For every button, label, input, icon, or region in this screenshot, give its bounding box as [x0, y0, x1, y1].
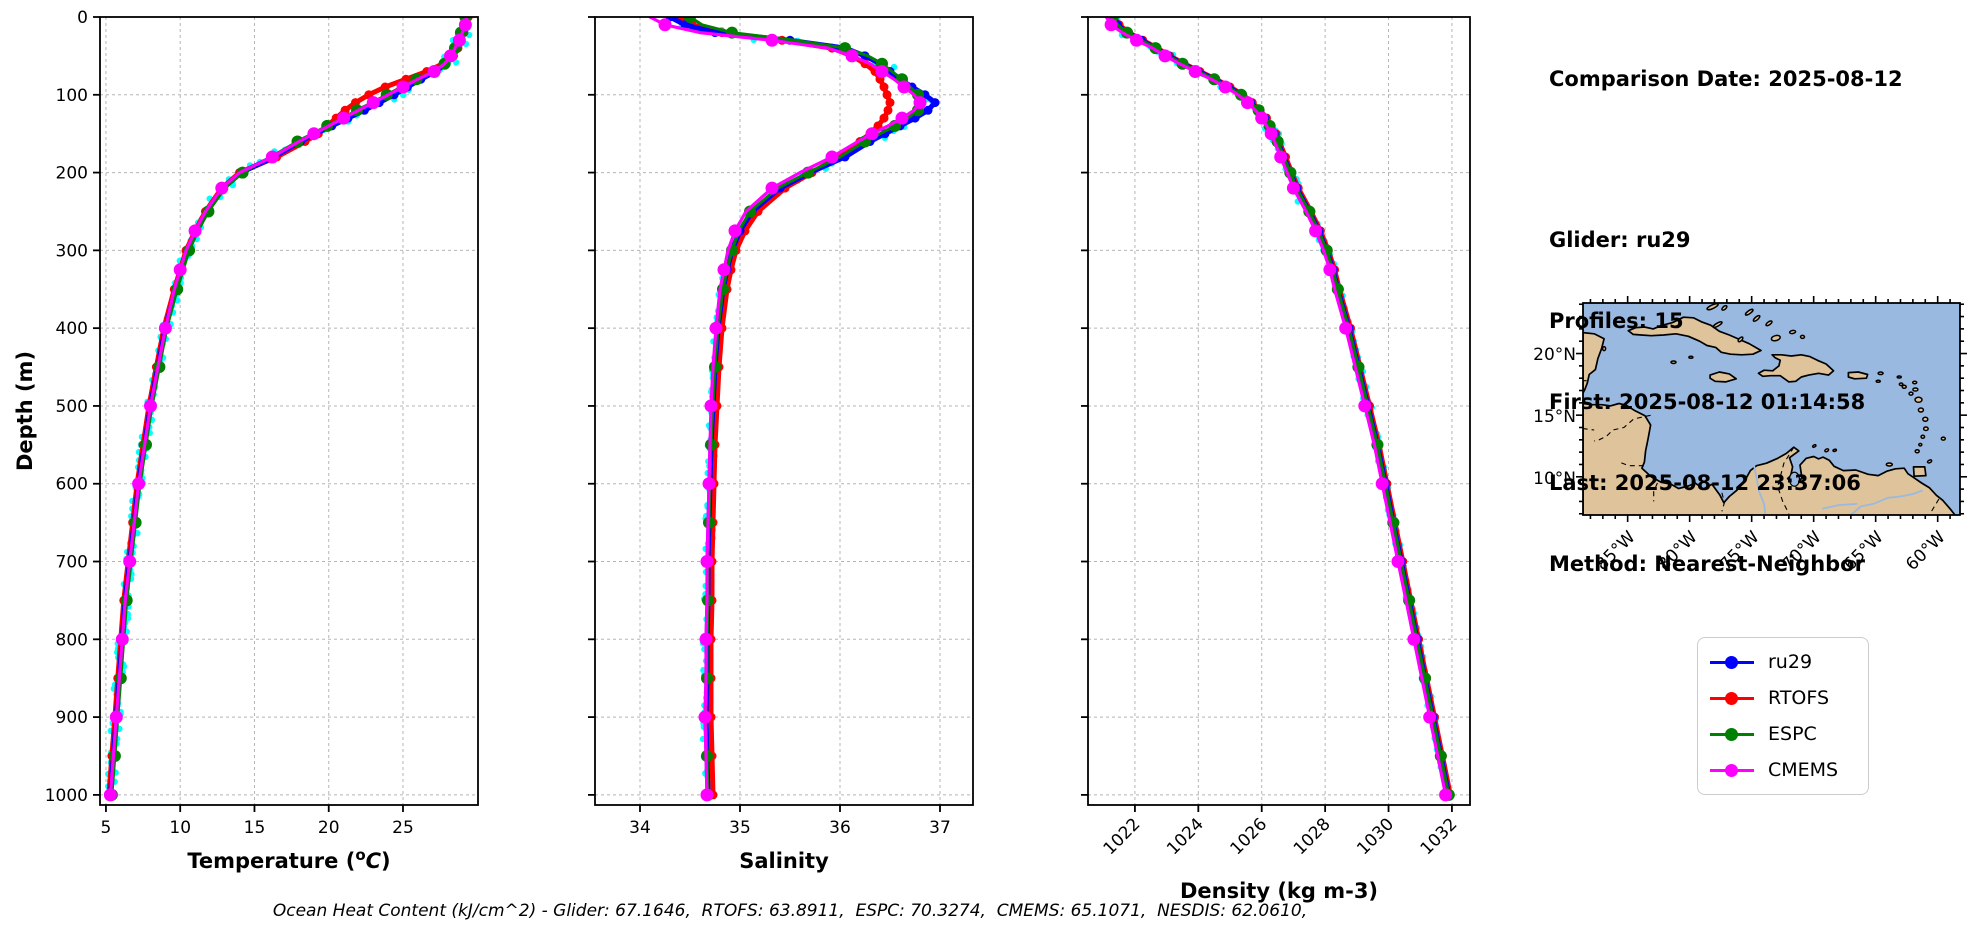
glider-name-text: Glider: ru29 — [1549, 228, 1691, 252]
svg-text:1032: 1032 — [1417, 814, 1462, 859]
map-lat-label: 10°N — [1533, 469, 1576, 489]
profiles-count-text: Profiles: 15 — [1549, 309, 1684, 333]
salinity-ticks — [588, 16, 941, 812]
ohc-annotation: Ocean Heat Content (kJ/cm^2) - Glider: 6… — [272, 901, 1308, 921]
svg-text:36: 36 — [829, 818, 851, 838]
svg-text:37: 37 — [929, 818, 951, 838]
map-land — [1583, 316, 1957, 515]
first-profile-time-text: First: 2025-08-12 01:14:58 — [1549, 390, 1866, 414]
svg-text:34: 34 — [629, 818, 651, 838]
salinity-axes-frame — [594, 16, 974, 806]
density-tick-labels: 1022 1024 1026 1028 1030 1032 — [1100, 814, 1462, 859]
series-CMEMS — [1104, 17, 1453, 802]
series-CMEMS — [648, 17, 927, 802]
depth-axis-label: Depth (m) — [13, 351, 37, 471]
location-map: 20°N 15°N 10°N 85°W 80°W 75°W 70°W 65°W … — [1533, 296, 1967, 575]
series-CMEMS — [103, 17, 472, 802]
temperature-ticks — [93, 16, 404, 812]
salinity-grid — [595, 16, 973, 805]
legend-label: ESPC — [1768, 723, 1817, 745]
salinity-tick-labels: 34 35 36 37 — [629, 818, 951, 838]
temperature-panel: 5 10 15 20 25 0 100 200 300 400 500 600 700 800 900 100… — [45, 8, 479, 873]
svg-text:300: 300 — [56, 241, 88, 261]
svg-text:25: 25 — [392, 818, 414, 838]
last-profile-time-text: Last: 2025-08-12 23:37:06 — [1549, 471, 1861, 495]
svg-text:1022: 1022 — [1100, 814, 1145, 859]
info-panel: Comparison Date: 2025-08-12 Glider: ru29… — [1549, 12, 1903, 632]
glider-scatter — [105, 17, 473, 796]
density-axes-frame — [1087, 16, 1471, 806]
map-lat-label: 15°N — [1533, 407, 1576, 427]
salinity-axis-label: Salinity — [739, 849, 829, 873]
svg-text:1026: 1026 — [1226, 814, 1271, 859]
temperature-grid — [100, 16, 478, 805]
legend-label: CMEMS — [1768, 759, 1839, 781]
svg-text:700: 700 — [56, 553, 88, 573]
svg-text:900: 900 — [56, 708, 88, 728]
temperature-axis-label: Temperature (oC) — [187, 846, 390, 873]
svg-text:5: 5 — [100, 818, 111, 838]
density-axis-label: Density (kg m-3) — [1180, 879, 1378, 903]
svg-text:600: 600 — [56, 475, 88, 495]
density-ticks — [1081, 16, 1453, 812]
rtofs-line-marker-swatch — [1710, 691, 1754, 706]
svg-text:800: 800 — [56, 630, 88, 650]
svg-text:1028: 1028 — [1290, 814, 1335, 859]
salinity-panel: 34 35 36 37 Salinity — [588, 16, 974, 873]
comparison-date-text: Comparison Date: 2025-08-12 — [1549, 67, 1903, 91]
svg-text:15: 15 — [244, 818, 266, 838]
legend-item-ru29: ru29 — [1710, 644, 1856, 680]
info-spacer — [1549, 147, 1903, 173]
svg-text:200: 200 — [56, 164, 88, 184]
svg-text:1030: 1030 — [1353, 814, 1398, 859]
svg-text:20: 20 — [318, 818, 340, 838]
svg-text:500: 500 — [56, 397, 88, 417]
legend-item-rtofs: RTOFS — [1710, 680, 1856, 716]
map-rivers — [1753, 465, 1924, 515]
legend-label: ru29 — [1768, 651, 1813, 673]
svg-text:400: 400 — [56, 319, 88, 339]
legend-item-espc: ESPC — [1710, 716, 1856, 752]
legend: ru29 RTOFS ESPC CMEMS — [1697, 637, 1869, 795]
map-graticule-ticks — [1576, 296, 1967, 522]
map-borders — [1583, 380, 1940, 515]
cmems-line-marker-swatch — [1710, 763, 1754, 778]
svg-text:100: 100 — [56, 86, 88, 106]
glider-scatter — [1113, 17, 1453, 798]
svg-text:0: 0 — [77, 8, 88, 28]
map-lon-label: 60°W — [1902, 527, 1949, 574]
map-islands — [1601, 303, 1947, 467]
svg-text:10: 10 — [169, 818, 191, 838]
espc-line-marker-swatch — [1710, 727, 1754, 742]
density-panel: 1022 1024 1026 1028 1030 1032 Density (kg m-3) — [1081, 16, 1471, 903]
map-frame — [1582, 302, 1961, 516]
ru29-line-marker-swatch — [1710, 655, 1754, 670]
temperature-axes-frame — [99, 16, 479, 806]
legend-item-cmems: CMEMS — [1710, 752, 1856, 788]
map-lat-label: 20°N — [1533, 345, 1576, 365]
temperature-tick-labels: 5 10 15 20 25 0 100 200 300 400 500 600 700 800 900 100… — [45, 8, 414, 838]
legend-label: RTOFS — [1768, 687, 1830, 709]
svg-text:35: 35 — [729, 818, 751, 838]
method-text: Method: Nearest-Neighbor — [1549, 552, 1865, 576]
svg-text:1000: 1000 — [45, 786, 88, 806]
svg-text:1024: 1024 — [1163, 814, 1208, 859]
